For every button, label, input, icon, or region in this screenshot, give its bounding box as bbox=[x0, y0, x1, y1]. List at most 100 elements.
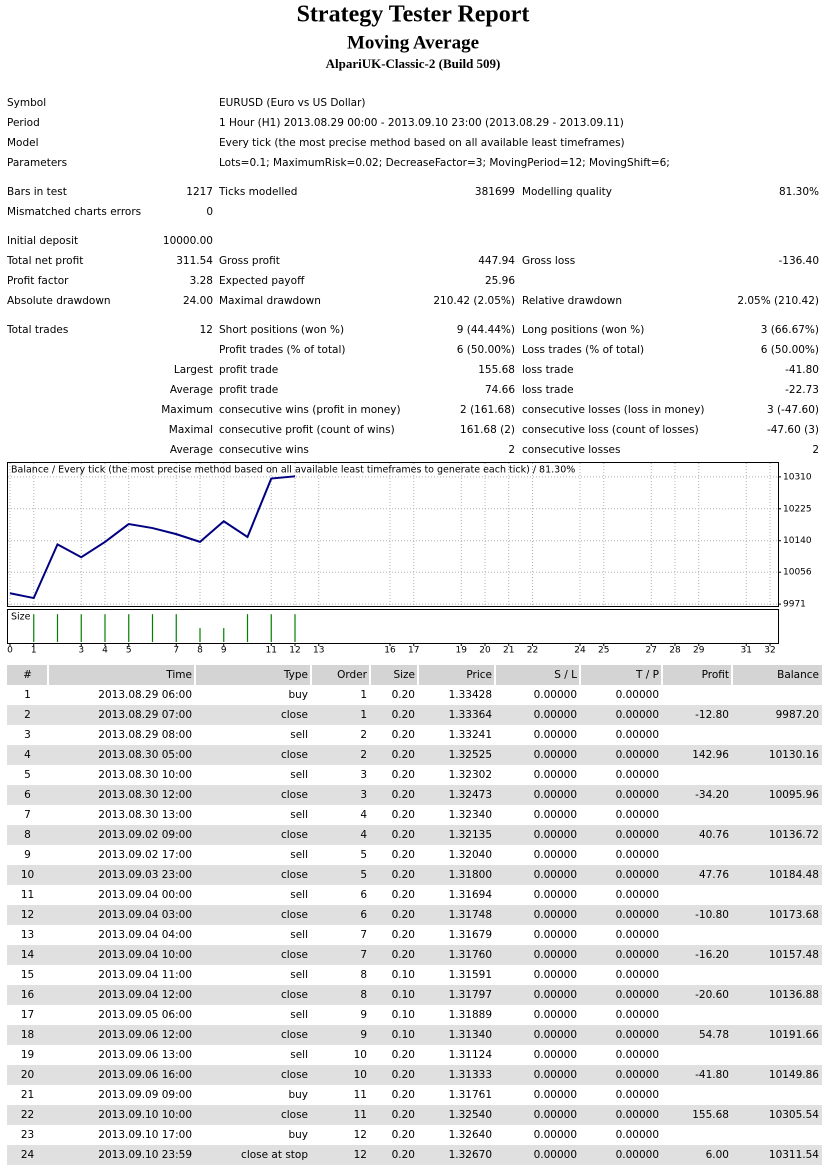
table-cell: 2 bbox=[360, 729, 367, 741]
row-bg bbox=[7, 745, 822, 765]
table-cell: 0.00000 bbox=[616, 829, 659, 841]
stat-value: 6 (50.00%) bbox=[457, 344, 515, 356]
table-cell: 7 bbox=[360, 949, 367, 961]
table-cell: 2013.09.04 11:00 bbox=[98, 969, 192, 981]
table-cell: 0.00000 bbox=[534, 829, 577, 841]
stat-value: 74.66 bbox=[485, 384, 515, 396]
stat-value: 0 bbox=[206, 206, 213, 218]
table-cell: 13 bbox=[21, 929, 34, 941]
table-cell: 0.00000 bbox=[534, 1009, 577, 1021]
stat-label: Modelling quality bbox=[522, 186, 612, 198]
table-cell: -20.60 bbox=[695, 989, 729, 1001]
stat-value: Average bbox=[170, 384, 213, 396]
stat-value: 161.68 (2) bbox=[460, 424, 515, 436]
table-cell: 1.31340 bbox=[449, 1029, 492, 1041]
table-cell: 10 bbox=[354, 1049, 367, 1061]
server-name: AlpariUK-Classic-2 (Build 509) bbox=[326, 56, 501, 71]
table-cell: 23 bbox=[21, 1129, 34, 1141]
table-cell: 7 bbox=[360, 929, 367, 941]
table-cell: close bbox=[281, 949, 308, 961]
table-cell: 0.00000 bbox=[534, 809, 577, 821]
info-label: Period bbox=[7, 117, 40, 129]
stat-label: consecutive losses bbox=[522, 444, 620, 456]
info-label: Parameters bbox=[7, 157, 67, 169]
stat-value: Maximal bbox=[169, 424, 213, 436]
table-cell: 0.00000 bbox=[616, 849, 659, 861]
table-cell: 0.00000 bbox=[616, 949, 659, 961]
table-cell: 10136.88 bbox=[769, 989, 819, 1001]
stat-value: -136.40 bbox=[778, 255, 819, 267]
row-bg bbox=[7, 1025, 822, 1045]
table-cell: 1.33428 bbox=[449, 689, 492, 701]
table-cell: 2013.09.04 10:00 bbox=[98, 949, 192, 961]
stat-value: 1217 bbox=[186, 186, 213, 198]
table-cell: 20 bbox=[21, 1069, 34, 1081]
table-cell: 0.20 bbox=[392, 1109, 415, 1121]
stat-label: Loss trades (% of total) bbox=[522, 344, 644, 356]
table-cell: 0.00000 bbox=[616, 909, 659, 921]
table-cell: 10149.86 bbox=[769, 1069, 819, 1081]
table-cell: 0.00000 bbox=[534, 989, 577, 1001]
table-cell: 8 bbox=[24, 829, 31, 841]
table-cell: 2013.09.04 03:00 bbox=[98, 909, 192, 921]
table-cell: 5 bbox=[360, 869, 367, 881]
table-header-bg bbox=[7, 665, 822, 685]
table-cell: 0.00000 bbox=[534, 949, 577, 961]
table-cell: 1.31679 bbox=[449, 929, 492, 941]
table-cell: 2013.08.29 06:00 bbox=[98, 689, 192, 701]
x-tick-label: 9 bbox=[221, 646, 227, 656]
table-cell: sell bbox=[290, 969, 308, 981]
table-cell: 0.00000 bbox=[616, 929, 659, 941]
table-cell: 0.20 bbox=[392, 1089, 415, 1101]
table-cell: 0.00000 bbox=[616, 689, 659, 701]
table-cell: 18 bbox=[21, 1029, 34, 1041]
x-tick-label: 0 bbox=[7, 646, 13, 656]
stat-value: 447.94 bbox=[478, 255, 515, 267]
table-cell: 1.31800 bbox=[449, 869, 492, 881]
table-cell: -16.20 bbox=[695, 949, 729, 961]
stat-label: Initial deposit bbox=[7, 235, 78, 247]
stat-value: 6 (50.00%) bbox=[761, 344, 819, 356]
table-cell: 2013.09.06 12:00 bbox=[98, 1029, 192, 1041]
table-cell: 0.00000 bbox=[616, 869, 659, 881]
x-tick-label: 24 bbox=[574, 646, 586, 656]
table-cell: 0.20 bbox=[392, 909, 415, 921]
table-cell: 1.31748 bbox=[449, 909, 492, 921]
table-cell: 0.20 bbox=[392, 1129, 415, 1141]
table-cell: 3 bbox=[360, 789, 367, 801]
table-cell: 0.00000 bbox=[616, 729, 659, 741]
table-cell: 21 bbox=[21, 1089, 34, 1101]
column-header: Profit bbox=[702, 669, 729, 681]
table-cell: 7 bbox=[24, 809, 31, 821]
table-cell: 6 bbox=[24, 789, 31, 801]
table-cell: 1.32302 bbox=[449, 769, 492, 781]
stat-value: 2 bbox=[508, 444, 515, 456]
table-cell: 0.00000 bbox=[616, 1149, 659, 1161]
info-label: Symbol bbox=[7, 97, 46, 109]
table-cell: sell bbox=[290, 729, 308, 741]
table-cell: 0.00000 bbox=[616, 1049, 659, 1061]
info-value: EURUSD (Euro vs US Dollar) bbox=[219, 97, 366, 109]
stat-label: profit trade bbox=[219, 384, 278, 396]
table-cell: sell bbox=[290, 1009, 308, 1021]
stat-value: 3 (66.67%) bbox=[761, 324, 819, 336]
table-cell: 6 bbox=[360, 909, 367, 921]
x-tick-label: 5 bbox=[126, 646, 132, 656]
table-cell: 155.68 bbox=[692, 1109, 729, 1121]
table-cell: 9 bbox=[360, 1029, 367, 1041]
x-tick-label: 21 bbox=[503, 646, 514, 656]
table-cell: 0.00000 bbox=[616, 1129, 659, 1141]
table-cell: 0.20 bbox=[392, 789, 415, 801]
column-header: Size bbox=[393, 669, 415, 681]
table-cell: 0.00000 bbox=[534, 909, 577, 921]
stat-value: 12 bbox=[200, 324, 213, 336]
table-cell: 8 bbox=[360, 969, 367, 981]
table-cell: 0.00000 bbox=[534, 1069, 577, 1081]
table-cell: 10157.48 bbox=[769, 949, 819, 961]
table-cell: 0.00000 bbox=[616, 1109, 659, 1121]
stat-label: Mismatched charts errors bbox=[7, 206, 141, 218]
x-tick-label: 28 bbox=[669, 646, 681, 656]
table-cell: 3 bbox=[360, 769, 367, 781]
table-cell: 0.20 bbox=[392, 1069, 415, 1081]
table-cell: 1.32135 bbox=[449, 829, 492, 841]
